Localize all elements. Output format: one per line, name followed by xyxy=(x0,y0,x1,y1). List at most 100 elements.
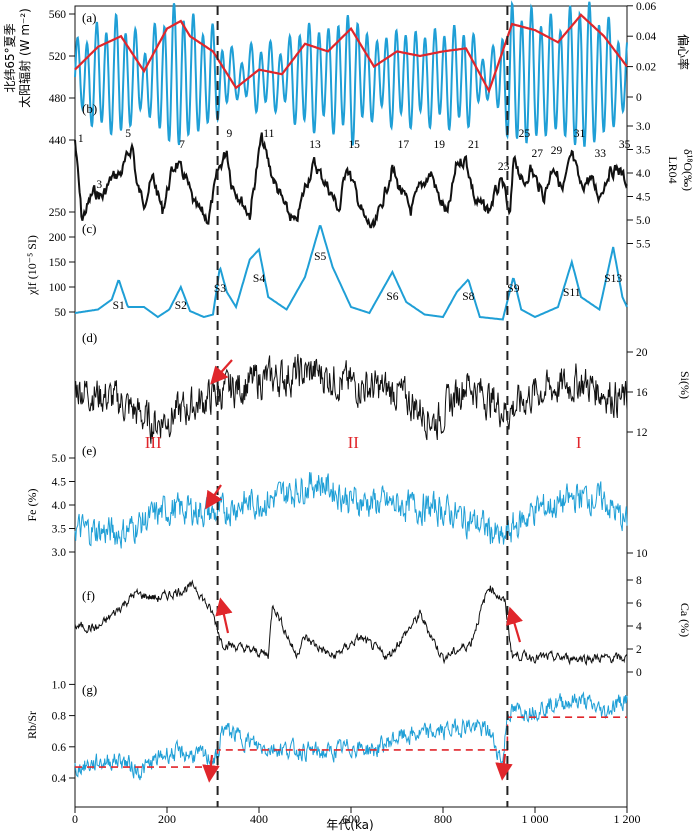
paleosol-label-S6: S6 xyxy=(386,291,398,303)
mis-label-13: 13 xyxy=(309,139,321,151)
arrow-g-310 xyxy=(202,754,220,783)
series-line-1 xyxy=(74,13,628,94)
data-layer xyxy=(74,0,628,781)
fe-axis-label: Fe (%) xyxy=(25,489,39,522)
b-right-tick-label-2: 4.0 xyxy=(636,168,651,180)
e-left-tick-label-1: 3.5 xyxy=(52,524,67,536)
panel-a-letter: (a) xyxy=(82,10,96,25)
g-left-tick-label-3: 1.0 xyxy=(52,679,67,691)
x-axis-title: 年代(ka) xyxy=(326,818,373,832)
a-right-tick-label-3: 0.06 xyxy=(636,1,656,13)
mis-label-7: 7 xyxy=(179,139,185,151)
f-right-tick-label-1: 2 xyxy=(636,644,642,656)
mis-label-15: 15 xyxy=(348,139,360,151)
b-right-tick-label-0: 3.0 xyxy=(636,121,651,133)
b-right-tick-label-1: 3.5 xyxy=(636,145,651,157)
x-tick-label-6: 1 200 xyxy=(614,812,641,826)
series-line-5 xyxy=(74,472,628,549)
g-left-tick-label-1: 0.6 xyxy=(52,742,67,754)
x-tick-label-0: 0 xyxy=(72,812,78,826)
d-right-tick-label-0: 12 xyxy=(636,427,648,439)
panel-b-letter: (b) xyxy=(82,101,97,116)
d-right-tick-label-1: 16 xyxy=(636,387,648,399)
g-left-tick-label-0: 0.4 xyxy=(52,773,67,785)
arrow-f-940 xyxy=(506,606,523,643)
paleosol-label-S8: S8 xyxy=(462,291,474,303)
e-left-tick-label-3: 4.5 xyxy=(52,477,67,489)
f-right-tick-label-3: 6 xyxy=(636,598,642,610)
mis-label-25: 25 xyxy=(519,128,531,140)
b-right-tick-label-5: 5.5 xyxy=(636,239,651,251)
paleosol-label-S2: S2 xyxy=(175,300,187,312)
c-left-tick-label-2: 150 xyxy=(49,257,67,269)
rbsr-axis-label: Rb/Sr xyxy=(25,711,39,739)
lr04-axis-label: LR04 xyxy=(666,156,680,183)
b-right-tick-label-3: 4.5 xyxy=(636,192,651,204)
d18o-axis-label: δ¹⁸O(‰) xyxy=(681,149,695,191)
e-left-tick-label-2: 4.0 xyxy=(52,500,67,512)
paleosol-label-S5: S5 xyxy=(314,251,326,263)
c-left-tick-label-3: 200 xyxy=(49,232,67,244)
paleosol-label-S13: S13 xyxy=(604,273,622,285)
mis-label-1: 1 xyxy=(78,133,84,145)
paleosol-label-S4: S4 xyxy=(253,273,265,285)
c-left-tick-label-0: 50 xyxy=(55,307,67,319)
arrow-d-310 xyxy=(210,359,233,385)
series-line-0 xyxy=(74,0,628,147)
a-left-tick-label-2: 520 xyxy=(49,51,67,63)
series-line-2 xyxy=(74,132,628,229)
paleosol-label-S1: S1 xyxy=(113,300,125,312)
panel-f-letter: (f) xyxy=(82,588,95,603)
mis-label-11: 11 xyxy=(263,128,274,140)
e-left-tick-label-0: 3.0 xyxy=(52,547,67,559)
panel-g-letter: (g) xyxy=(82,682,97,697)
mis-label-35: 35 xyxy=(619,139,631,151)
paleosol-label-S9: S9 xyxy=(507,283,519,295)
arrow-f-310 xyxy=(215,597,233,634)
mis-label-21: 21 xyxy=(468,139,480,151)
c-left-tick-label-1: 100 xyxy=(49,282,67,294)
stage-label-II: II xyxy=(348,433,360,452)
mis-label-19: 19 xyxy=(434,139,446,151)
panel-e-letter: (e) xyxy=(82,443,96,458)
eccentricity-axis-label: 偏心率 xyxy=(676,34,691,70)
paleosol-label-S11: S11 xyxy=(563,287,581,299)
c-left-tick-label-4: 250 xyxy=(49,207,67,219)
e-right-tick-label-0: 10 xyxy=(636,548,648,560)
x-tick-label-5: 1 000 xyxy=(522,812,549,826)
annotation-arrows xyxy=(202,359,523,783)
series-line-6 xyxy=(74,579,628,666)
series-line-7 xyxy=(74,691,628,781)
paleosol-label-S3: S3 xyxy=(214,283,226,295)
d-right-tick-label-2: 20 xyxy=(636,347,648,359)
chi-axis-label: χlf (10⁻⁵ SI) xyxy=(25,235,39,296)
series-line-4 xyxy=(74,353,628,444)
panel-c-letter: (c) xyxy=(82,221,96,236)
arrow-e-310 xyxy=(205,484,223,510)
mis-label-33: 33 xyxy=(595,148,607,160)
ca-axis-label: Ca (%) xyxy=(678,603,692,637)
mis-label-9: 9 xyxy=(227,128,233,140)
a-left-tick-label-0: 440 xyxy=(49,135,67,147)
b-right-tick-label-4: 5.0 xyxy=(636,215,651,227)
f-right-tick-label-4: 8 xyxy=(636,575,642,587)
axes-layer: 0 200 400 600 800 1 000 1 20044048052056000.02… xyxy=(49,1,657,826)
f-right-tick-label-0: 0 xyxy=(636,667,642,679)
arrow-g-940 xyxy=(495,753,513,781)
mis-label-17: 17 xyxy=(398,139,410,151)
mis-label-23: 23 xyxy=(498,161,510,173)
si-axis-label: Si(%) xyxy=(678,371,692,399)
a-right-tick-label-1: 0.02 xyxy=(636,62,656,74)
x-tick-label-1: 200 xyxy=(158,812,176,826)
x-tick-label-3: 600 xyxy=(342,812,360,826)
a-right-tick-label-2: 0.04 xyxy=(636,31,656,43)
e-left-tick-label-4: 5.0 xyxy=(52,453,67,465)
boundary-lines xyxy=(216,6,509,807)
a-right-tick-label-0: 0 xyxy=(636,92,642,104)
g-left-tick-label-2: 0.8 xyxy=(52,711,67,723)
stage-label-III: III xyxy=(145,433,162,452)
x-tick-label-2: 400 xyxy=(250,812,268,826)
mis-label-31: 31 xyxy=(574,128,586,140)
mis-label-5: 5 xyxy=(125,128,131,140)
